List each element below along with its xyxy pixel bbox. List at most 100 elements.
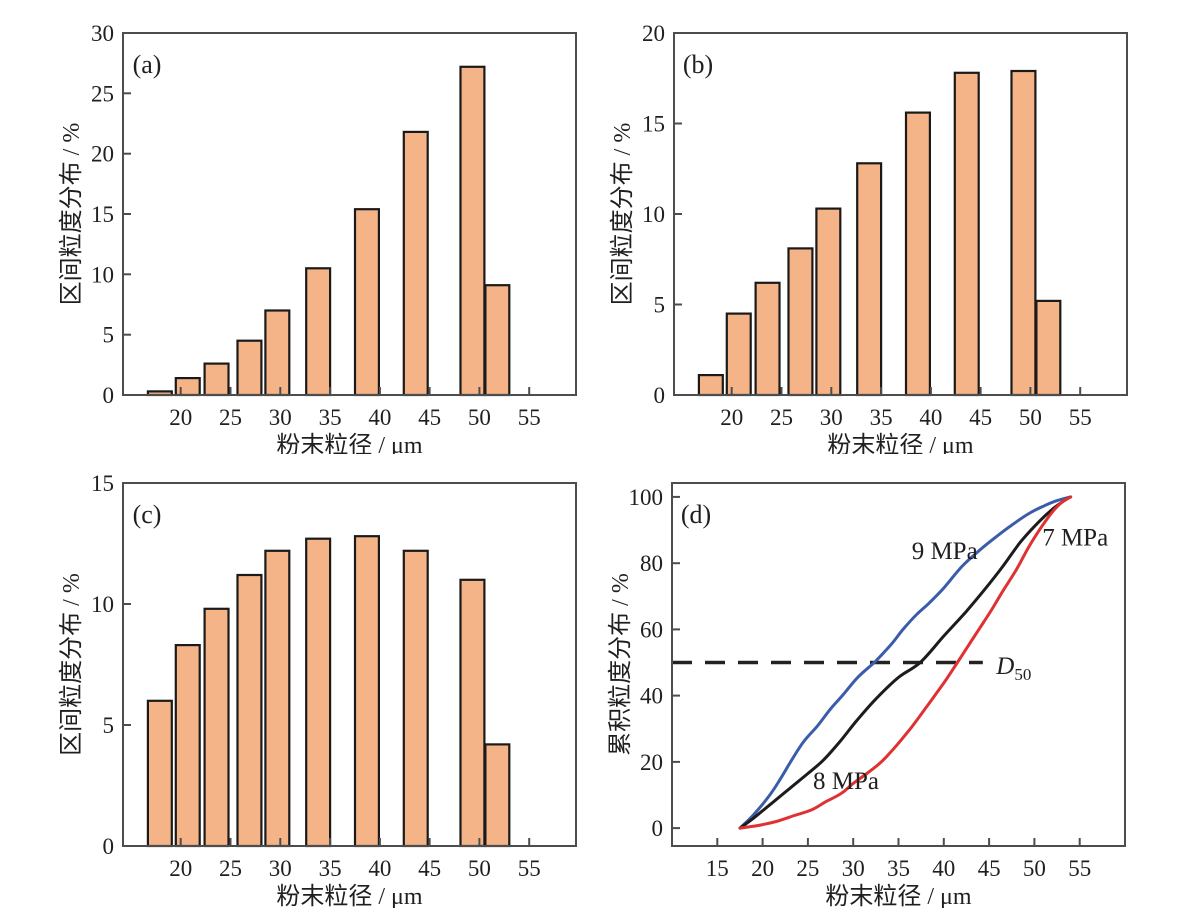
bar-b-0	[697, 374, 724, 397]
chart-d: 9 MPa 8 MPa 7 MPa D50 15 20 25 30 35 40 45 50 55 0 20 4…	[607, 482, 1126, 908]
y-tick-label-d: 80	[640, 551, 663, 576]
y-tick-label-d: 100	[629, 485, 664, 510]
x-tick-label-c: 50	[468, 856, 491, 881]
y-tick-label-a: 10	[91, 262, 114, 287]
x-tick-label-b: 25	[770, 405, 793, 430]
bar-b-7	[953, 71, 980, 397]
x-tick-label-a: 30	[269, 405, 292, 430]
x-tick-label-b: 55	[1069, 405, 1092, 430]
y-tick-label-a: 30	[91, 21, 114, 46]
chart-c: 20 25 30 35 40 45 50 55 0 5 10 15 粉末粒径 / μm 区间粒度分布 / …	[58, 471, 577, 908]
bar-b-2	[754, 281, 781, 397]
bar-a-2	[203, 362, 230, 397]
x-tick-label-d: 55	[1068, 856, 1091, 881]
x-tick-label-d: 20	[751, 856, 774, 881]
y-axis-title-a: 区间粒度分布 / %	[58, 123, 85, 306]
bar-b-1	[725, 312, 752, 397]
bar-c-4	[264, 549, 291, 848]
x-tick-label-d: 30	[842, 856, 865, 881]
x-tick-label-d: 15	[706, 856, 729, 881]
panel-letter-d: (d)	[681, 500, 711, 529]
x-tick-label-b: 35	[870, 405, 893, 430]
panel-d: 9 MPa 8 MPa 7 MPa D50 15 20 25 30 35 40 45 50 55 0 20 4…	[599, 454, 1197, 908]
d50-label: D50	[995, 653, 1031, 684]
annotation-8-mpa: 8 MPa	[813, 768, 879, 795]
y-tick-label-b: 0	[654, 383, 666, 408]
x-tick-label-b: 20	[720, 405, 743, 430]
bar-a-4	[264, 309, 291, 397]
x-tick-label-a: 45	[418, 405, 441, 430]
x-tick-label-a: 50	[468, 405, 491, 430]
x-axis-title-c: 粉末粒径 / μm	[276, 883, 423, 908]
x-tick-label-c: 55	[518, 856, 541, 881]
x-tick-label-c: 40	[368, 856, 391, 881]
x-tick-label-a: 40	[368, 405, 391, 430]
y-tick-label-a: 5	[103, 323, 115, 348]
bar-c-6	[353, 535, 380, 848]
bar-b-4	[815, 207, 842, 397]
annotation-7-mpa: 7 MPa	[1042, 525, 1108, 552]
y-tick-label-a: 25	[91, 81, 114, 106]
x-tick-label-c: 45	[418, 856, 441, 881]
bar-c-7	[402, 549, 429, 848]
bar-c-5	[305, 537, 332, 848]
bar-a-6	[353, 208, 380, 397]
y-tick-label-a: 0	[103, 383, 115, 408]
y-tick-label-b: 20	[642, 21, 665, 46]
y-tick-label-a: 15	[91, 202, 114, 227]
bar-c-1	[174, 644, 201, 848]
bar-a-3	[236, 339, 263, 397]
bar-b-8	[1010, 69, 1037, 397]
panel-letter-c: (c)	[133, 500, 162, 529]
x-tick-label-c: 25	[219, 856, 242, 881]
y-tick-label-c: 15	[91, 471, 114, 496]
y-tick-label-c: 5	[103, 713, 115, 738]
x-tick-label-c: 35	[319, 856, 342, 881]
x-axis-title-d: 粉末粒径 / μm	[825, 883, 972, 908]
bar-c-9	[484, 743, 511, 848]
curve-8-mpa	[738, 495, 1073, 830]
x-tick-label-b: 30	[820, 405, 843, 430]
curve-9-mpa	[738, 495, 1073, 830]
panel-letter-a: (a)	[133, 50, 162, 79]
x-tick-label-c: 30	[269, 856, 292, 881]
x-tick-label-d: 45	[978, 856, 1001, 881]
bar-c-3	[236, 573, 263, 848]
y-tick-label-b: 5	[654, 293, 666, 318]
x-tick-label-b: 45	[969, 405, 992, 430]
bar-b-5	[856, 162, 883, 397]
panel-b: 20 25 30 35 40 45 50 55 0 5 10 15 20 粉末粒径 / μm 区间粒度分布 …	[599, 0, 1197, 454]
x-tick-label-c: 20	[169, 856, 192, 881]
y-tick-label-b: 15	[642, 112, 665, 137]
y-tick-label-d: 20	[640, 750, 663, 775]
bar-a-5	[305, 267, 332, 397]
bar-a-7	[402, 130, 429, 397]
panel-c: 20 25 30 35 40 45 50 55 0 5 10 15 粉末粒径 / μm 区间粒度分布 / …	[0, 454, 598, 908]
x-tick-label-a: 25	[219, 405, 242, 430]
curve-7-mpa	[738, 495, 1073, 830]
x-tick-label-d: 40	[932, 856, 955, 881]
y-tick-label-c: 0	[103, 834, 115, 859]
panel-letter-b: (b)	[683, 50, 713, 79]
x-tick-label-d: 25	[796, 856, 819, 881]
bar-a-9	[484, 284, 511, 397]
x-tick-label-b: 40	[919, 405, 942, 430]
chart-b: 20 25 30 35 40 45 50 55 0 5 10 15 20 粉末粒径 / μm 区间粒度分布 …	[609, 21, 1128, 454]
y-tick-label-b: 10	[642, 202, 665, 227]
bar-b-6	[904, 111, 931, 397]
bar-b-9	[1035, 299, 1062, 397]
y-tick-label-d: 0	[652, 816, 664, 841]
bar-c-0	[146, 699, 173, 848]
x-tick-label-d: 50	[1023, 856, 1046, 881]
x-tick-label-a: 55	[518, 405, 541, 430]
y-tick-label-d: 60	[640, 617, 663, 642]
x-tick-label-d: 35	[887, 856, 910, 881]
y-tick-label-a: 20	[91, 142, 114, 167]
y-axis-title-c: 区间粒度分布 / %	[58, 573, 85, 756]
x-tick-label-a: 35	[319, 405, 342, 430]
x-tick-label-a: 20	[169, 405, 192, 430]
bar-a-8	[459, 65, 486, 397]
panel-a: 20 25 30 35 40 45 50 55 0 5 10 15 20 25 30 粉末粒径 / μm 区间粒…	[0, 0, 598, 454]
bar-a-1	[174, 377, 201, 397]
